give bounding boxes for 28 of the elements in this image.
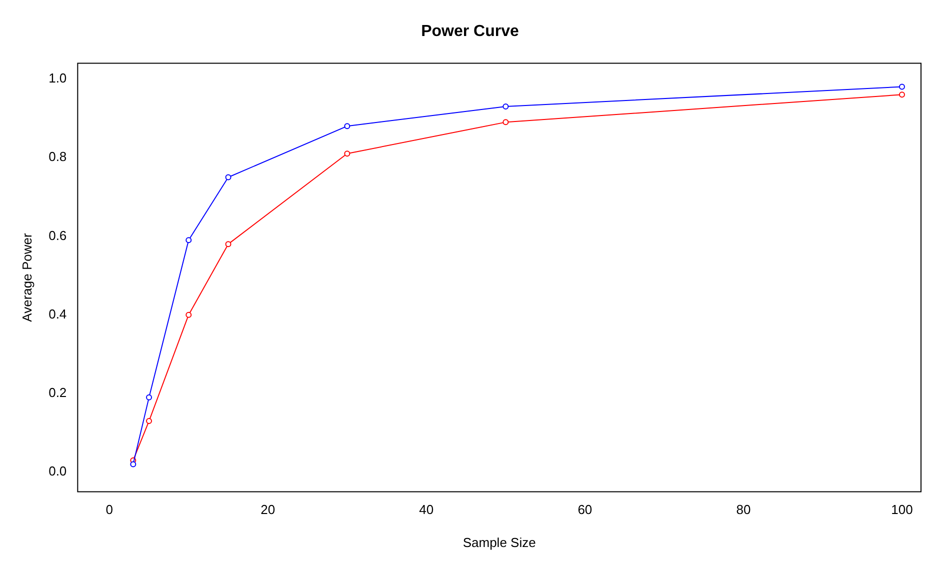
point	[344, 150, 350, 157]
x-tick-label: 20	[260, 502, 276, 518]
y-tick-label: 1.0	[48, 70, 67, 86]
point	[146, 418, 152, 424]
point	[898, 84, 905, 90]
y-tick-label: 0.8	[48, 149, 67, 164]
y-axis-title: Average Power	[19, 232, 34, 322]
point	[502, 119, 509, 126]
chart-title: Power Curve	[421, 23, 520, 40]
x-tick-label: 0	[106, 502, 113, 518]
x-tick-label: 100	[891, 502, 913, 518]
point	[225, 174, 232, 180]
point	[898, 92, 905, 98]
x-tick-label: 60	[578, 502, 592, 518]
point	[344, 123, 350, 130]
point	[186, 237, 192, 244]
point	[186, 312, 192, 318]
y-tick-label: 0.6	[48, 228, 67, 243]
point	[225, 241, 232, 248]
x-tick-label: 80	[736, 502, 751, 518]
point	[130, 461, 136, 468]
x-axis-title: Sample Size	[462, 534, 536, 550]
y-tick-label: 0.0	[48, 464, 67, 479]
point	[146, 394, 152, 400]
point	[502, 103, 509, 110]
y-tick-label: 0.4	[48, 306, 67, 322]
x-tick-label: 40	[419, 502, 434, 518]
y-tick-label: 0.2	[48, 385, 67, 400]
